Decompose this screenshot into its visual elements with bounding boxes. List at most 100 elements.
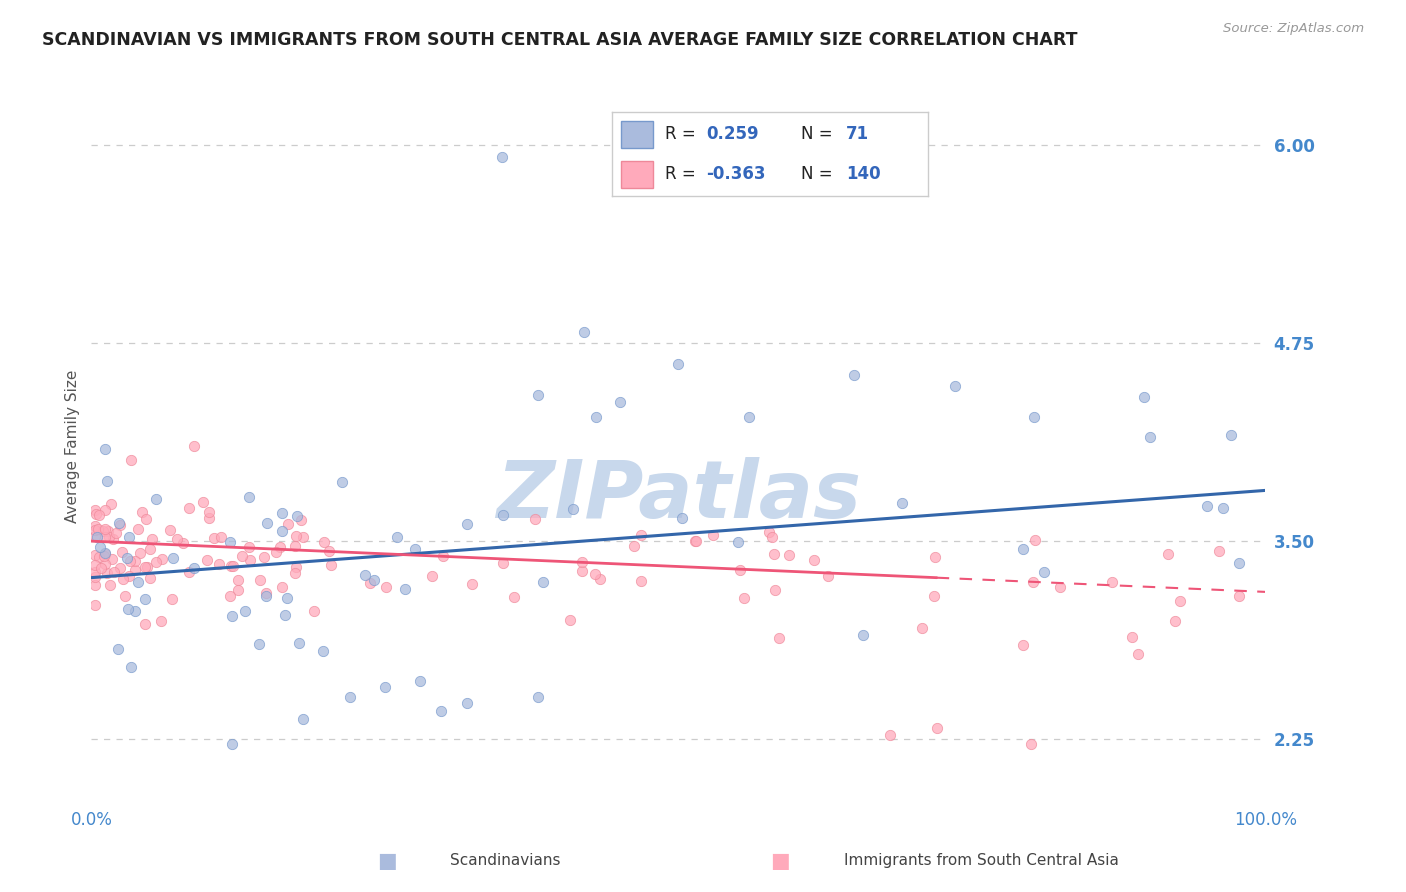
Point bbox=[420, 569, 443, 583]
Point bbox=[84, 549, 107, 563]
Point bbox=[768, 631, 790, 645]
Point bbox=[1220, 428, 1243, 442]
Point bbox=[104, 525, 127, 540]
Point bbox=[318, 543, 340, 558]
Point bbox=[120, 452, 142, 467]
Point bbox=[363, 573, 385, 587]
Point bbox=[84, 529, 107, 543]
Point bbox=[492, 508, 515, 522]
Point bbox=[269, 540, 291, 554]
Point bbox=[195, 553, 218, 567]
Point bbox=[96, 474, 118, 488]
Text: 71: 71 bbox=[846, 126, 869, 144]
Point bbox=[127, 522, 149, 536]
Point bbox=[374, 680, 396, 694]
Point bbox=[101, 552, 124, 566]
Point bbox=[671, 510, 693, 524]
Point bbox=[492, 556, 515, 570]
Point bbox=[98, 578, 121, 592]
Point bbox=[1212, 500, 1234, 515]
Point bbox=[1049, 580, 1071, 594]
Text: ■: ■ bbox=[377, 851, 396, 871]
Point bbox=[1133, 391, 1156, 405]
Point bbox=[271, 506, 294, 520]
Point bbox=[226, 573, 249, 587]
Point bbox=[219, 559, 242, 574]
Point bbox=[222, 558, 245, 573]
Point bbox=[93, 549, 115, 564]
Point bbox=[1022, 575, 1045, 590]
Point bbox=[84, 518, 107, 533]
Point bbox=[226, 583, 249, 598]
Point bbox=[728, 563, 751, 577]
Point bbox=[763, 547, 786, 561]
Point bbox=[630, 574, 652, 588]
Point bbox=[233, 604, 256, 618]
Point bbox=[456, 696, 478, 710]
Point bbox=[1168, 594, 1191, 608]
Point bbox=[1139, 430, 1161, 444]
Point bbox=[526, 690, 548, 704]
Point bbox=[221, 609, 243, 624]
Point bbox=[1022, 410, 1045, 425]
Point bbox=[84, 565, 107, 579]
Point bbox=[108, 517, 131, 532]
Point bbox=[491, 150, 513, 164]
Point bbox=[285, 529, 308, 543]
Point bbox=[1157, 547, 1180, 561]
Point bbox=[96, 566, 118, 580]
Point bbox=[252, 549, 274, 564]
Point bbox=[159, 523, 181, 537]
Point bbox=[1208, 544, 1230, 558]
Point bbox=[1195, 500, 1218, 514]
Point bbox=[256, 516, 278, 530]
Point bbox=[1121, 630, 1143, 644]
Point bbox=[202, 532, 225, 546]
Point bbox=[91, 524, 114, 539]
Text: R =: R = bbox=[665, 126, 696, 144]
Point bbox=[432, 549, 454, 564]
Point bbox=[131, 505, 153, 519]
Bar bbox=[621, 161, 652, 188]
Point bbox=[124, 554, 146, 568]
Point bbox=[290, 513, 312, 527]
Point bbox=[127, 574, 149, 589]
Point bbox=[149, 614, 172, 628]
Point bbox=[1227, 556, 1250, 570]
Text: N =: N = bbox=[801, 126, 832, 144]
Point bbox=[276, 591, 298, 606]
Point bbox=[94, 547, 117, 561]
Point bbox=[145, 555, 167, 569]
Point bbox=[339, 690, 361, 704]
Point bbox=[1024, 533, 1046, 548]
Point bbox=[219, 535, 242, 549]
Point bbox=[221, 737, 243, 751]
Point bbox=[107, 642, 129, 657]
Point bbox=[103, 533, 125, 547]
Point bbox=[94, 502, 117, 516]
Text: SCANDINAVIAN VS IMMIGRANTS FROM SOUTH CENTRAL ASIA AVERAGE FAMILY SIZE CORRELATI: SCANDINAVIAN VS IMMIGRANTS FROM SOUTH CE… bbox=[42, 31, 1077, 49]
Point bbox=[115, 551, 138, 566]
Point bbox=[571, 555, 593, 569]
Text: 140: 140 bbox=[846, 165, 880, 183]
Point bbox=[87, 522, 110, 536]
Point bbox=[90, 561, 112, 575]
Point bbox=[461, 577, 484, 591]
Point bbox=[1101, 574, 1123, 589]
Point bbox=[571, 564, 593, 578]
Point bbox=[284, 566, 307, 580]
Point bbox=[139, 571, 162, 585]
Point bbox=[409, 673, 432, 688]
Point bbox=[270, 580, 292, 594]
Point bbox=[531, 574, 554, 589]
Text: Source: ZipAtlas.com: Source: ZipAtlas.com bbox=[1223, 22, 1364, 36]
Point bbox=[264, 544, 287, 558]
Point bbox=[84, 507, 107, 521]
Text: -0.363: -0.363 bbox=[707, 165, 766, 183]
Point bbox=[112, 572, 135, 586]
Point bbox=[183, 560, 205, 574]
Point bbox=[630, 527, 652, 541]
Point bbox=[84, 558, 107, 573]
Text: ZIPatlas: ZIPatlas bbox=[496, 457, 860, 535]
Point bbox=[385, 530, 408, 544]
